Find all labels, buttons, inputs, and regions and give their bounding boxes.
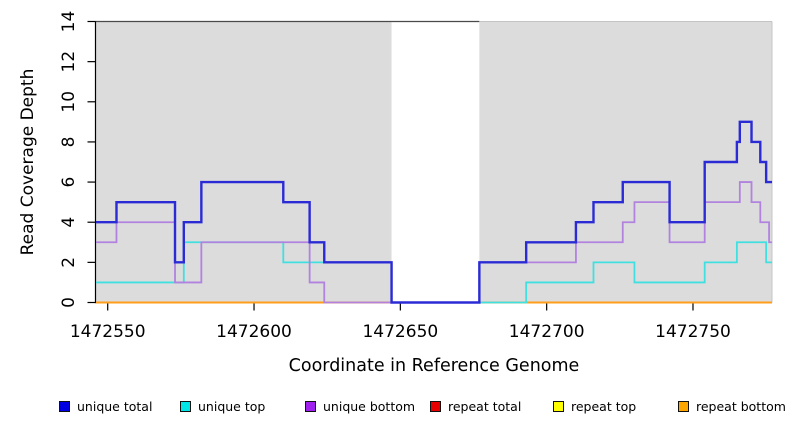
legend-label: unique top <box>198 398 266 414</box>
legend-item-unique-total: unique total <box>59 397 152 415</box>
y-tick-label: 12 <box>59 51 79 73</box>
x-tick-label: 1472650 <box>362 322 438 342</box>
legend-label: repeat top <box>571 398 637 414</box>
legend-swatch-unique-top <box>180 400 191 412</box>
coverage-chart: 1472550 1472600 1472650 1472700 1472750 0 2 4 6 8… <box>18 11 773 376</box>
legend-item-repeat-top: repeat top <box>553 397 636 415</box>
legend-item-unique-top: unique top <box>180 397 265 415</box>
legend-label: unique bottom <box>323 398 416 414</box>
series-line-unique-bottom <box>96 181 772 304</box>
legend-item-repeat-total: repeat total <box>430 397 521 415</box>
y-tick-label: 14 <box>59 11 79 33</box>
series-line-unique-top <box>96 241 772 304</box>
legend: unique total unique top unique bottom re… <box>0 397 792 419</box>
legend-swatch-unique-total <box>59 400 70 412</box>
legend-item-unique-bottom: unique bottom <box>305 397 415 415</box>
legend-item-repeat-bottom: repeat bottom <box>678 397 786 415</box>
legend-label: repeat bottom <box>696 398 786 414</box>
y-tick-label: 4 <box>59 217 79 228</box>
x-tick-label: 1472550 <box>70 322 146 342</box>
x-tick-label: 1472700 <box>509 322 585 342</box>
legend-swatch-unique-bottom <box>305 400 316 412</box>
legend-label: repeat total <box>448 398 522 414</box>
x-tick-label: 1472600 <box>216 322 292 342</box>
coverage-gap-band <box>391 22 480 303</box>
legend-swatch-repeat-bottom <box>678 400 689 412</box>
legend-swatch-repeat-total <box>430 400 441 412</box>
y-tick-label: 2 <box>59 257 79 268</box>
legend-swatch-repeat-top <box>553 400 564 412</box>
y-tick-label: 8 <box>59 137 79 148</box>
y-tick-label: 10 <box>59 91 79 113</box>
plot-area: 1472550 1472600 1472650 1472700 1472750 0 2 4 6 8… <box>59 11 773 342</box>
y-axis-label: Read Coverage Depth <box>18 69 38 256</box>
y-tick-label: 0 <box>59 297 79 308</box>
x-tick-label: 1472750 <box>655 322 731 342</box>
y-tick-label: 6 <box>59 177 79 188</box>
x-axis-label: Coordinate in Reference Genome <box>289 356 580 376</box>
series-line-unique-total <box>96 120 772 304</box>
legend-label: unique total <box>77 398 153 414</box>
